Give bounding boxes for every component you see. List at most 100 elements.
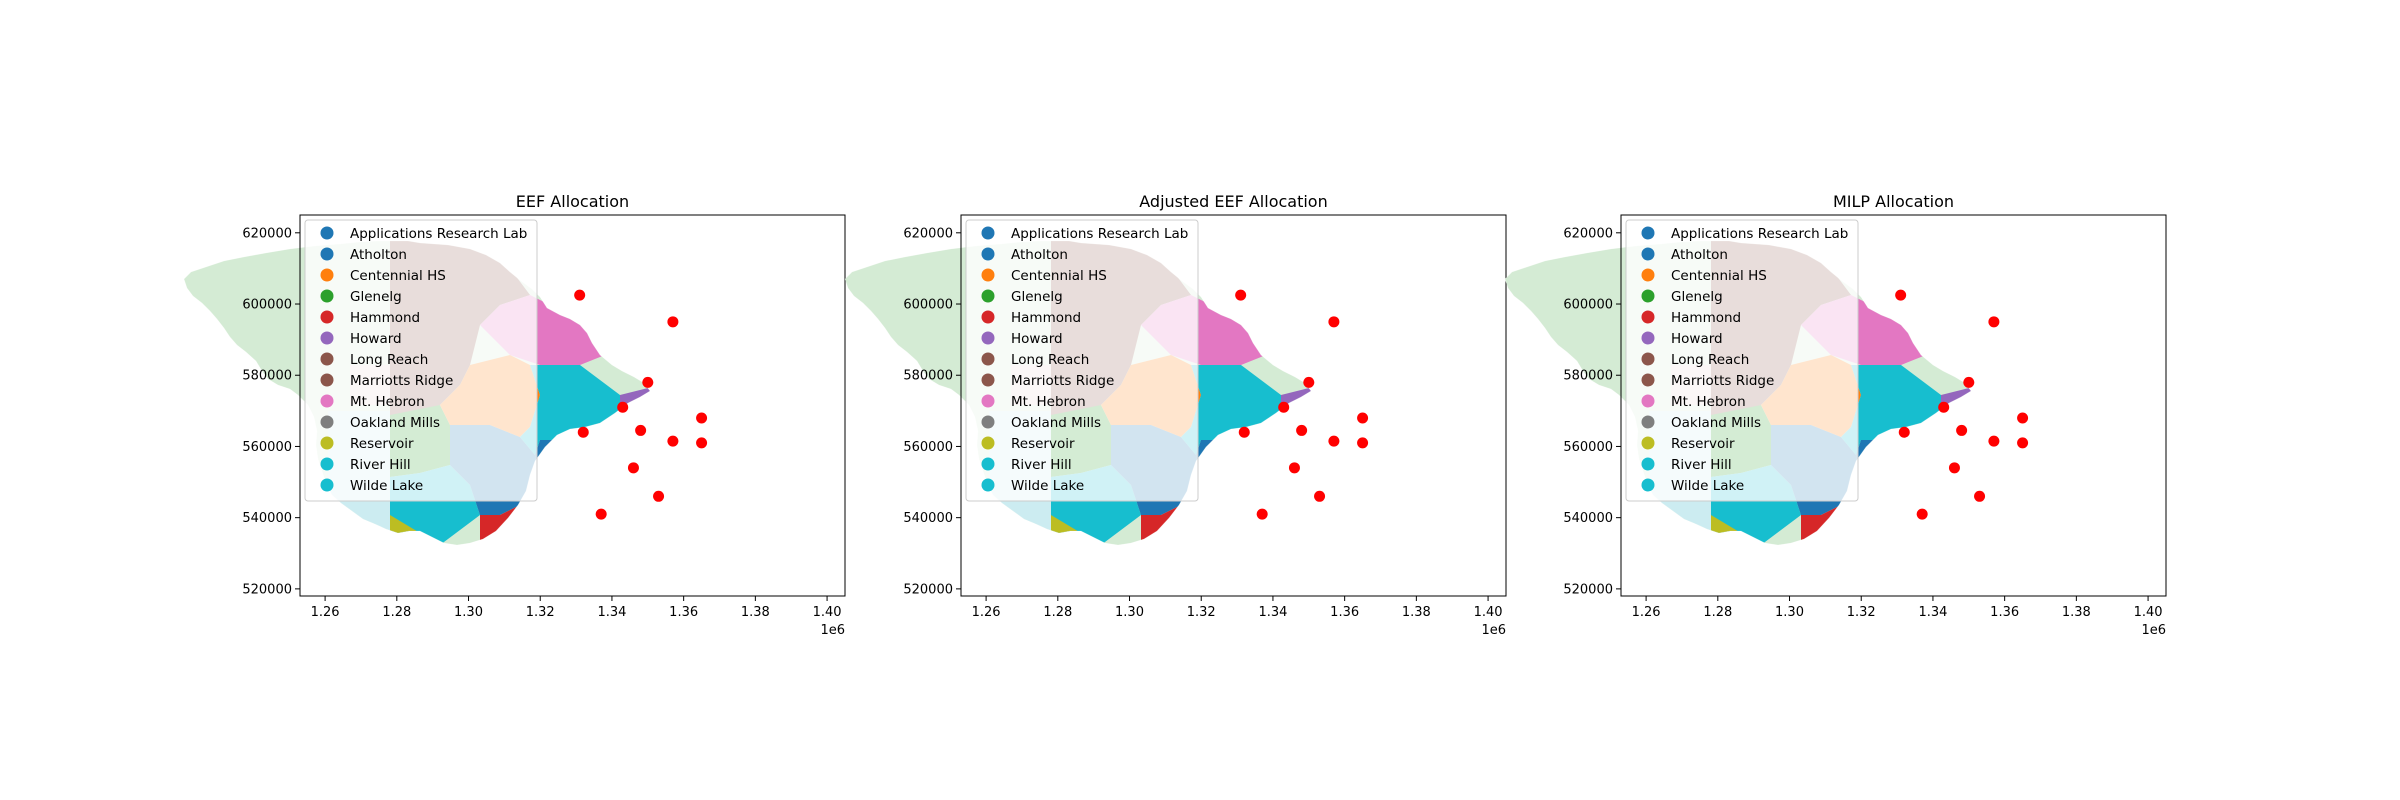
milp-legend-frame — [1625, 219, 1859, 502]
milp-x-tick-label: 1.28 — [1703, 605, 1732, 620]
eef-y-tick-label: 560000 — [242, 440, 292, 455]
adjusted-eef-panel: Adjusted EEF Allocation 1.26 1.28 1.30 1.32 1… — [821, 192, 1507, 638]
milp-legend-marker — [1641, 226, 1655, 240]
milp-x-tick-label: 1.36 — [1990, 605, 2019, 620]
adjusted-eef-legend-marker — [981, 478, 995, 492]
milp-y-tick-label: 580000 — [1563, 369, 1613, 384]
eef-school-point — [617, 401, 629, 413]
adjusted-eef-school-point — [1328, 435, 1340, 447]
adjusted-eef-school-point — [1235, 289, 1247, 301]
adjusted-eef-y-tick-label: 560000 — [903, 440, 953, 455]
adjusted-eef-x-tick-label: 1.38 — [1402, 605, 1431, 620]
adjusted-eef-legend-label: Centennial HS — [1011, 268, 1107, 284]
milp-legend-label: Oakland Mills — [1671, 415, 1761, 431]
milp-legend-label: Reservoir — [1671, 436, 1735, 452]
adjusted-eef-legend-label: Applications Research Lab — [1011, 226, 1188, 242]
eef-legend-label: Wilde Lake — [350, 478, 423, 494]
eef-y-tick-label: 600000 — [242, 298, 292, 313]
milp-title: MILP Allocation — [1833, 192, 1954, 211]
eef-legend-marker — [320, 226, 334, 240]
milp-school-point — [1963, 376, 1975, 388]
adjusted-eef-school-point — [1296, 424, 1308, 436]
milp-legend-marker — [1641, 331, 1655, 345]
milp-legend-label: Mt. Hebron — [1671, 394, 1746, 410]
adjusted-eef-x-tick-label: 1.30 — [1115, 605, 1144, 620]
milp-school-point — [1895, 289, 1907, 301]
eef-legend-marker — [320, 394, 334, 408]
adjusted-eef-school-point — [1357, 437, 1369, 449]
milp-legend-label: Marriotts Ridge — [1671, 373, 1774, 389]
adjusted-eef-y-tick-label: 600000 — [903, 298, 953, 313]
adjusted-eef-legend-label: Oakland Mills — [1011, 415, 1101, 431]
adjusted-eef-legend-label: Marriotts Ridge — [1011, 373, 1114, 389]
eef-legend-label: Oakland Mills — [350, 415, 440, 431]
milp-legend: Applications Research Lab Atholton Centenn… — [1625, 219, 1859, 502]
milp-legend-marker — [1641, 478, 1655, 492]
eef-x-tick-label: 1.38 — [741, 605, 770, 620]
adjusted-eef-x-offset-label: 1e6 — [1481, 623, 1506, 638]
milp-legend-marker — [1641, 394, 1655, 408]
adjusted-eef-legend-marker — [981, 310, 995, 324]
eef-y-tick-label: 540000 — [242, 511, 292, 526]
milp-legend-label: Long Reach — [1671, 352, 1749, 368]
milp-legend-label: Atholton — [1671, 247, 1728, 263]
milp-axes-frame — [1620, 214, 2167, 597]
adjusted-eef-legend-frame — [965, 219, 1199, 502]
adjusted-eef-legend-marker — [981, 289, 995, 303]
adjusted-eef-legend-label: Glenelg — [1011, 289, 1063, 305]
eef-legend-label: Howard — [350, 331, 402, 347]
milp-school-point — [1956, 424, 1968, 436]
eef-legend-label: Glenelg — [350, 289, 402, 305]
milp-legend-label: Howard — [1671, 331, 1723, 347]
adjusted-eef-legend-label: Reservoir — [1011, 436, 1075, 452]
milp-legend-marker — [1641, 310, 1655, 324]
milp-legend-marker — [1641, 373, 1655, 387]
eef-legend-marker — [320, 247, 334, 261]
adjusted-eef-legend-marker — [981, 352, 995, 366]
eef-legend-marker — [320, 310, 334, 324]
eef-legend-label: River Hill — [350, 457, 411, 473]
milp-school-point — [1974, 490, 1986, 502]
milp-legend-marker — [1641, 352, 1655, 366]
adjusted-eef-x-tick-label: 1.28 — [1043, 605, 1072, 620]
adjusted-eef-legend-label: Mt. Hebron — [1011, 394, 1086, 410]
milp-school-point — [1916, 508, 1928, 520]
adjusted-eef-legend-label: Wilde Lake — [1011, 478, 1084, 494]
milp-legend-label: Glenelg — [1671, 289, 1723, 305]
adjusted-eef-x-tick-label: 1.40 — [1474, 605, 1503, 620]
adjusted-eef-axes-frame — [960, 214, 1507, 597]
milp-x-offset-label: 1e6 — [2141, 623, 2166, 638]
adjusted-eef-legend-label: Hammond — [1011, 310, 1081, 326]
milp-legend-label: Applications Research Lab — [1671, 226, 1848, 242]
milp-x-tick-label: 1.34 — [1918, 605, 1947, 620]
eef-x-tick-label: 1.30 — [454, 605, 483, 620]
adjusted-eef-legend-marker — [981, 457, 995, 471]
eef-school-point — [696, 412, 708, 424]
milp-school-point — [2017, 437, 2029, 449]
milp-legend-marker — [1641, 247, 1655, 261]
milp-school-point — [1988, 435, 2000, 447]
adjusted-eef-y-tick-label: 520000 — [903, 582, 953, 597]
adjusted-eef-legend-marker — [981, 436, 995, 450]
adjusted-eef-school-point — [1238, 426, 1250, 438]
milp-legend-label: River Hill — [1671, 457, 1732, 473]
adjusted-eef-legend-marker — [981, 394, 995, 408]
adjusted-eef-school-point — [1328, 316, 1340, 328]
eef-legend-label: Long Reach — [350, 352, 428, 368]
adjusted-eef-school-point — [1288, 462, 1300, 474]
adjusted-eef-legend-label: River Hill — [1011, 457, 1072, 473]
adjusted-eef-school-point — [1256, 508, 1268, 520]
adjusted-eef-y-tick-label: 580000 — [903, 369, 953, 384]
eef-panel: EEF Allocation 1.26 1.28 1.30 1.32 1.34 1.36 1.… — [160, 192, 846, 638]
adjusted-eef-legend-marker — [981, 331, 995, 345]
milp-y-tick-label: 520000 — [1563, 582, 1613, 597]
milp-x-tick-label: 1.38 — [2062, 605, 2091, 620]
milp-school-point — [1938, 401, 1950, 413]
milp-school-point — [1898, 426, 1910, 438]
eef-legend-label: Mt. Hebron — [350, 394, 425, 410]
adjusted-eef-legend-marker — [981, 373, 995, 387]
adjusted-eef-legend-marker — [981, 415, 995, 429]
eef-legend-label: Marriotts Ridge — [350, 373, 453, 389]
eef-legend-label: Centennial HS — [350, 268, 446, 284]
eef-x-tick-label: 1.36 — [669, 605, 698, 620]
